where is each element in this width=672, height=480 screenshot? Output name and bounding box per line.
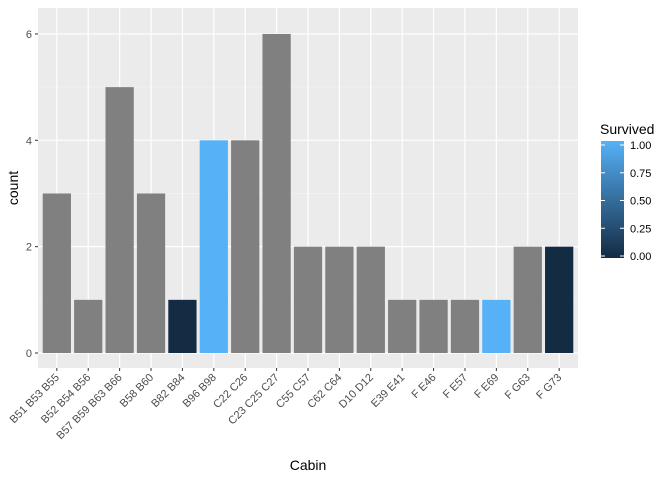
x-tick-label: B58 B60	[118, 372, 156, 410]
bar	[262, 33, 291, 353]
bars	[42, 33, 574, 353]
bar	[482, 299, 511, 353]
x-tick-label: E39 E41	[369, 372, 407, 410]
bar	[545, 246, 574, 353]
y-axis-title: count	[5, 171, 21, 205]
bar	[388, 299, 417, 353]
legend-tick-label: 0.25	[630, 223, 651, 235]
bar	[136, 193, 166, 353]
bar	[74, 299, 103, 353]
bar	[199, 140, 228, 353]
bar	[356, 246, 385, 353]
x-tick-label: B82 B84	[149, 372, 187, 410]
x-tick-label: F E46	[409, 372, 438, 401]
bar	[450, 299, 480, 353]
bar	[293, 246, 323, 353]
y-tick-label: 0	[26, 348, 32, 360]
legend-tick-label: 0.50	[630, 196, 651, 208]
bar	[513, 246, 542, 353]
legend-tick-label: 0.75	[630, 168, 651, 180]
y-tick-label: 4	[26, 135, 32, 147]
legend-ticks: 1.00 0.75 0.50 0.25 0.00	[601, 140, 651, 263]
x-tick-label: D10 D12	[337, 372, 376, 411]
bar	[168, 299, 197, 353]
y-axis-ticks: 0 2 4 6	[26, 29, 38, 360]
bar	[325, 246, 354, 353]
x-axis-title: Cabin	[290, 457, 327, 473]
legend: Survived 1.00 0.75 0.50 0.25 0.00	[600, 121, 654, 263]
bar	[105, 87, 134, 353]
bar	[231, 140, 260, 353]
bar	[42, 193, 71, 353]
x-tick-label: F G73	[534, 372, 564, 402]
legend-tick-label: 1.00	[630, 140, 651, 152]
legend-tick-label: 0.00	[630, 251, 651, 263]
legend-colorbar	[601, 141, 624, 258]
x-tick-label: F E57	[441, 372, 470, 401]
x-tick-label: F E69	[472, 372, 501, 401]
y-tick-label: 6	[26, 29, 32, 41]
x-tick-label: F G63	[503, 372, 533, 402]
bar	[419, 299, 448, 353]
legend-title: Survived	[600, 121, 654, 137]
y-tick-label: 2	[26, 242, 32, 254]
